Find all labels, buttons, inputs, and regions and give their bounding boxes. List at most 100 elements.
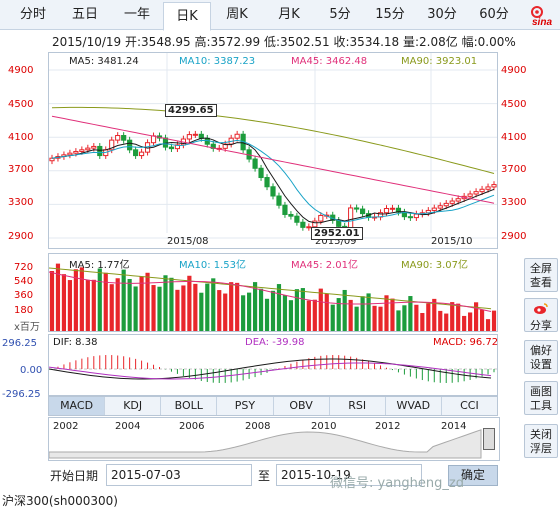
volume-bar <box>139 276 144 331</box>
end-date-input[interactable]: 2015-10-19 <box>276 464 422 486</box>
candle-body <box>73 150 79 154</box>
year-label: 2006 <box>179 421 205 432</box>
candle-body <box>288 213 294 217</box>
volume-bar <box>336 298 341 331</box>
volume-bar <box>408 296 413 331</box>
candle-body <box>258 167 264 179</box>
tab-monthly-k[interactable]: 月K <box>278 7 300 22</box>
tab-one-year[interactable]: 一年 <box>123 7 150 22</box>
volume-bar <box>288 300 294 331</box>
candle-body <box>67 152 73 156</box>
volume-bar <box>276 284 282 331</box>
preferences-label-2: 设置 <box>530 358 552 371</box>
tab-timeshare[interactable]: 分时 <box>19 7 46 22</box>
volume-bar <box>479 309 485 331</box>
indicator-tab-macd[interactable]: MACD <box>49 397 106 415</box>
volume-bar <box>474 302 479 331</box>
volume-bar <box>67 280 72 331</box>
candle-body <box>473 191 479 195</box>
candle-body <box>318 214 324 222</box>
volume-panel[interactable]: MA5: 1.77亿 MA10: 1.53亿 MA45: 2.01亿 MA90:… <box>48 253 498 332</box>
volume-tick: 720 <box>14 262 34 273</box>
price-tick-right: 4900 <box>501 65 527 76</box>
x-label: 2015/08 <box>167 236 209 247</box>
volume-bar <box>181 285 186 331</box>
candle-body <box>127 139 133 151</box>
indicator-tab-obv[interactable]: OBV <box>274 397 330 415</box>
volume-bar <box>348 299 353 331</box>
price-tick-left: 3700 <box>8 164 34 175</box>
volume-bar <box>414 304 419 331</box>
close-overlay-button[interactable]: 关闭 浮层 <box>524 424 558 458</box>
range-handle[interactable] <box>483 428 495 450</box>
volume-bar <box>229 282 234 331</box>
volume-bar <box>199 292 204 331</box>
volume-bar <box>426 303 431 331</box>
volume-bar <box>402 305 407 331</box>
volume-bar <box>318 288 323 331</box>
candle-body <box>431 207 437 211</box>
candle-body <box>467 193 473 197</box>
preferences-button[interactable]: 偏好 设置 <box>524 340 558 374</box>
x-label: 2015/10 <box>431 236 473 247</box>
price-tick-right: 2900 <box>501 231 527 242</box>
confirm-button[interactable]: 确定 <box>448 465 498 486</box>
price-tick-right: 3300 <box>501 197 527 208</box>
volume-bar <box>79 267 84 331</box>
watermark: 微信号: yangheng_zd <box>330 476 464 491</box>
candle-body <box>174 144 181 150</box>
candle-body <box>91 145 97 149</box>
candle-body <box>109 139 115 151</box>
preferences-label-1: 偏好 <box>530 344 552 357</box>
candle-body <box>192 133 198 136</box>
tab-five-day[interactable]: 五日 <box>71 7 98 22</box>
tab-15min[interactable]: 15分 <box>375 7 405 22</box>
fullscreen-button[interactable]: 全屏 查看 <box>524 258 558 292</box>
candle-body <box>300 221 306 228</box>
volume-bar <box>127 279 132 331</box>
tab-weekly-k[interactable]: 周K <box>226 7 248 22</box>
candle-body <box>121 135 127 141</box>
volume-bar <box>252 282 258 331</box>
volume-bar <box>462 315 467 331</box>
volume-bar <box>456 303 461 331</box>
ma5-legend: MA5: 3481.24 <box>69 56 139 67</box>
high-marker: 4299.65 <box>165 104 217 117</box>
candle-body <box>115 135 121 141</box>
year-label: 2008 <box>245 421 271 432</box>
indicator-tab-kdj[interactable]: KDJ <box>105 397 162 415</box>
timeline-navigator[interactable]: 2002 2004 2006 2008 2010 2012 2014 <box>48 417 500 461</box>
volume-bar <box>73 269 78 331</box>
indicator-tab-boll[interactable]: BOLL <box>161 397 218 415</box>
volume-bar <box>264 298 270 331</box>
macd-panel[interactable]: DIF: 8.38 DEA: -39.98 MACD: 96.72 <box>48 334 498 396</box>
candle-body <box>312 220 318 228</box>
volume-bar <box>85 279 90 331</box>
indicator-tab-wvad[interactable]: WVAD <box>386 397 442 415</box>
volume-bar <box>468 312 473 331</box>
quote-close: 收:3534.18 <box>333 35 400 49</box>
price-tick-right: 4100 <box>501 132 527 143</box>
volume-bar <box>193 283 198 331</box>
start-date-input[interactable]: 2015-07-03 <box>106 464 252 486</box>
tab-5min[interactable]: 5分 <box>329 7 351 22</box>
indicator-tab-psy[interactable]: PSY <box>217 397 274 415</box>
x-label: 2015/09 <box>315 236 357 247</box>
macd-tick: 0.00 <box>20 365 43 376</box>
fullscreen-label-2: 查看 <box>530 276 552 289</box>
tab-30min[interactable]: 30分 <box>427 7 457 22</box>
volume-bar <box>223 293 228 331</box>
candlestick-panel[interactable]: MA5: 3481.24 MA10: 3387.23 MA45: 3462.48… <box>48 52 498 249</box>
tab-60min[interactable]: 60分 <box>479 7 509 22</box>
tab-daily-k[interactable]: 日K <box>163 2 211 31</box>
volume-tick: 360 <box>14 290 34 301</box>
share-button[interactable]: 分享 <box>524 298 558 332</box>
vol-ma10-legend: MA10: 1.53亿 <box>179 260 247 271</box>
candle-body <box>491 184 497 188</box>
volume-bar <box>157 286 162 331</box>
drawing-tools-button[interactable]: 画图 工具 <box>524 381 558 415</box>
quote-amplitude: 幅:0.00% <box>461 35 516 49</box>
volume-bar <box>258 288 264 331</box>
indicator-tab-cci[interactable]: CCI <box>460 399 479 412</box>
indicator-tab-rsi[interactable]: RSI <box>330 397 386 415</box>
